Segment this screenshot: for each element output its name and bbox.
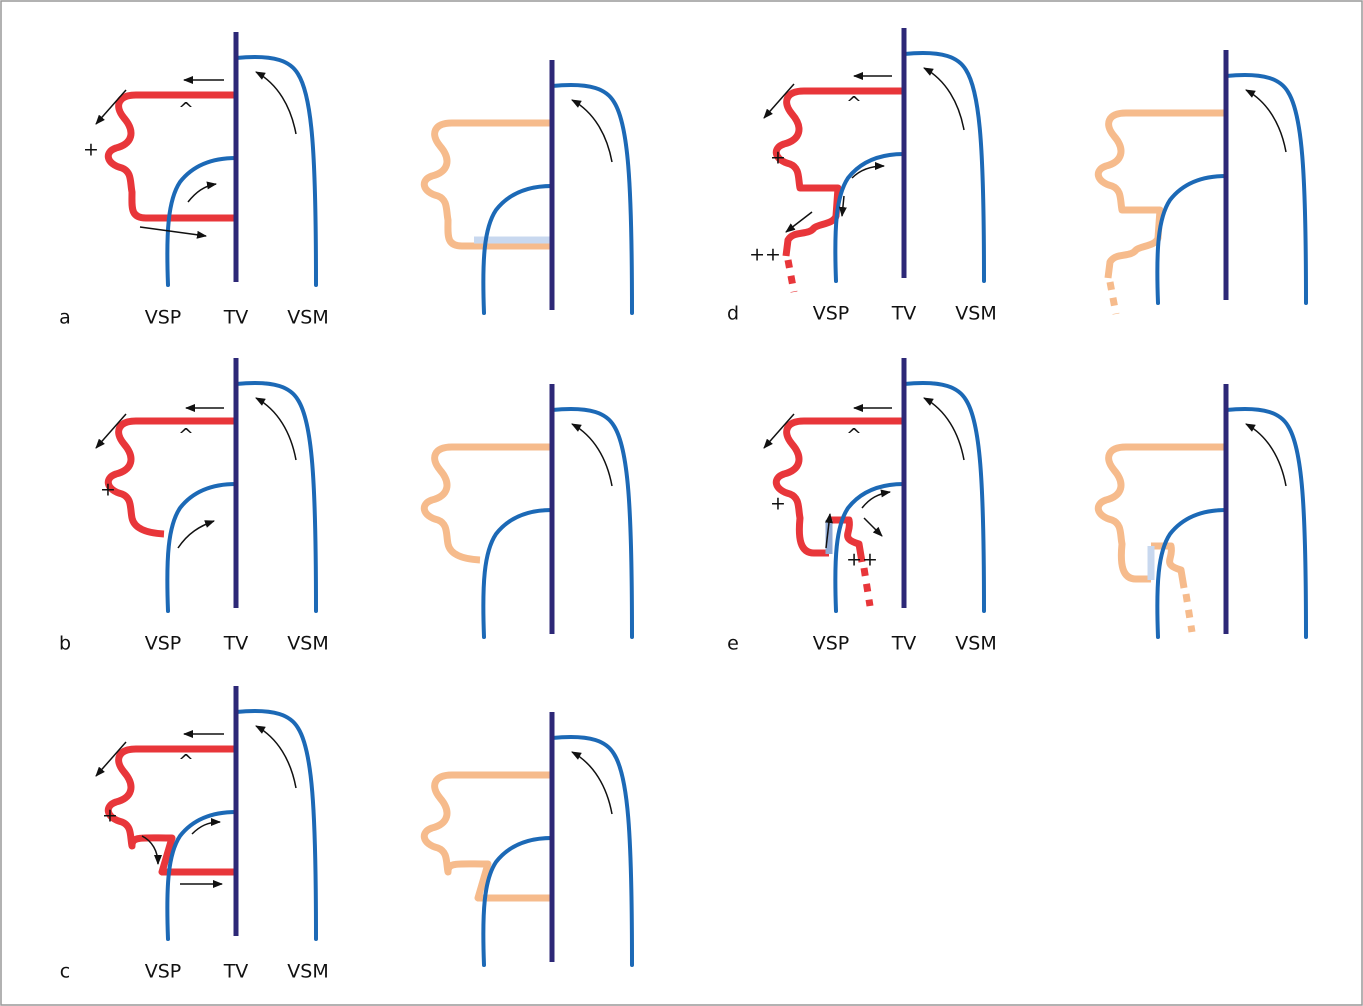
plus-label: + <box>102 805 118 827</box>
frame <box>1 1 1362 1005</box>
tv-label: TV <box>223 633 249 655</box>
caret-label: ^ <box>846 93 862 115</box>
vsm-label: VSM <box>955 633 996 655</box>
panel-label: c <box>60 961 70 983</box>
panel-label: a <box>59 307 71 329</box>
vsm-label: VSM <box>287 633 328 655</box>
tv-label: TV <box>223 961 249 983</box>
vsm-label: VSM <box>287 961 328 983</box>
plus-label: + <box>770 147 786 169</box>
vsp-label: VSP <box>813 303 850 325</box>
plus-label: + <box>770 493 786 515</box>
plus-label: + <box>83 139 99 161</box>
caret-label: ^ <box>178 751 194 773</box>
caret-label: ^ <box>178 99 194 121</box>
tv-label: TV <box>891 303 917 325</box>
panel-label: e <box>727 633 739 655</box>
vsm-label: VSM <box>287 307 328 329</box>
vsm-label: VSM <box>955 303 996 325</box>
caret-label: ^ <box>178 425 194 447</box>
plus-label: + <box>100 479 116 501</box>
panel-label: b <box>59 633 71 655</box>
vsp-label: VSP <box>145 961 182 983</box>
vsp-label: VSP <box>145 307 182 329</box>
vsp-label: VSP <box>145 633 182 655</box>
figure: ^+aVSPTVVSM^+bVSPTVVSM^+cVSPTVVSM^+++dVS… <box>0 0 1363 1006</box>
tv-label: TV <box>223 307 249 329</box>
tv-label: TV <box>891 633 917 655</box>
vsp-label: VSP <box>813 633 850 655</box>
caret-label: ^ <box>846 425 862 447</box>
panel-label: d <box>727 303 739 325</box>
plus2-label: ++ <box>846 549 878 571</box>
plus2-label: ++ <box>749 244 781 266</box>
